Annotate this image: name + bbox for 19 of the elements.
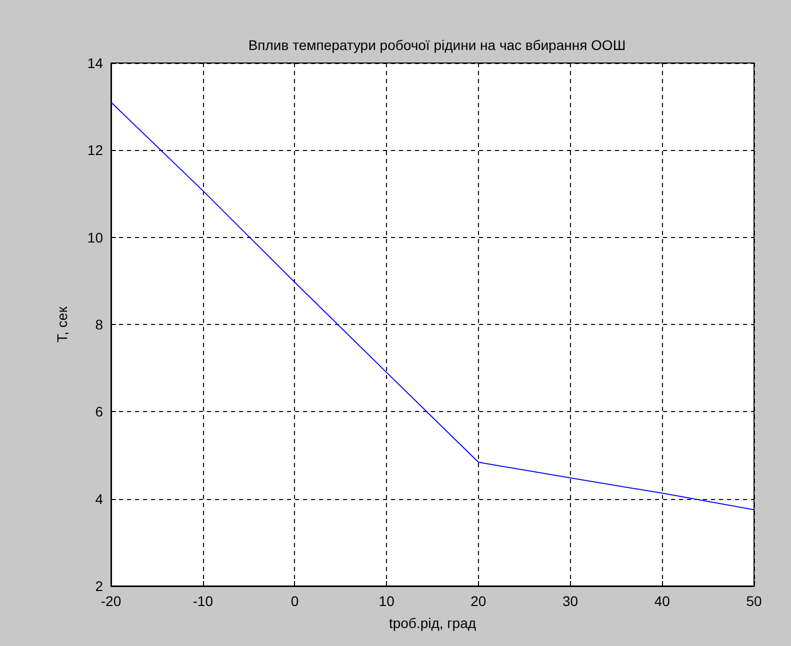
x-axis-title: tроб.рід, град [388, 615, 476, 631]
y-tick-label: 6 [95, 404, 104, 420]
x-tick-label: -20 [100, 593, 122, 609]
x-tick-label: 0 [290, 593, 299, 609]
x-tick-label: 20 [470, 593, 486, 609]
line-series [110, 102, 754, 510]
x-tick-label: 10 [378, 593, 395, 609]
y-tick-label: 8 [95, 316, 104, 332]
chart-title: Вплив температури робочої рідини на час вбирання ООШ [248, 37, 626, 53]
x-tick-label: -10 [192, 593, 214, 609]
y-tick-label: 2 [95, 578, 104, 594]
y-tick-label: 12 [87, 142, 104, 158]
x-tick-label: 40 [654, 593, 670, 609]
y-tick-label: 4 [95, 490, 104, 507]
y-tick-label: 10 [87, 229, 104, 246]
y-tick-label: 14 [87, 55, 104, 71]
x-tick-label: 30 [562, 593, 578, 609]
y-axis-title: T, сек [54, 306, 70, 342]
x-tick-label: 50 [746, 593, 762, 609]
